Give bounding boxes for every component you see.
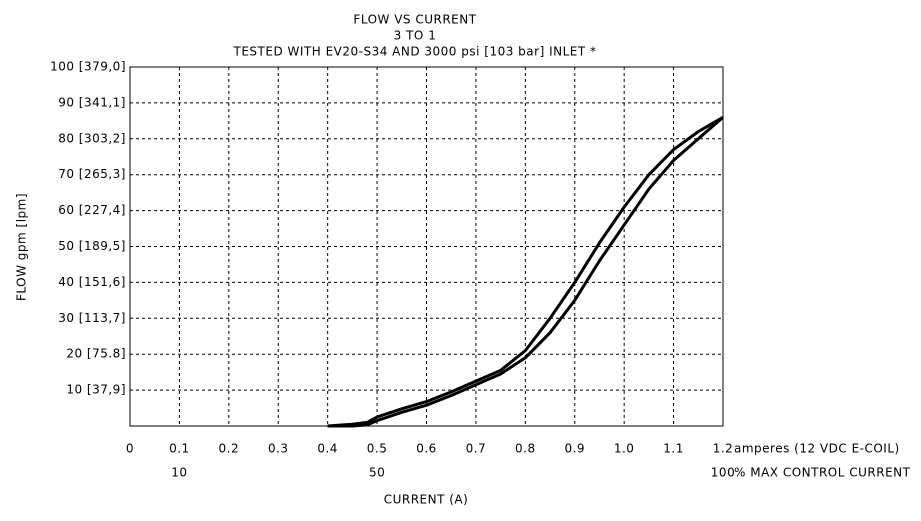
x-axis-label: CURRENT (A) bbox=[384, 493, 469, 507]
x-tick-label: 0.5 bbox=[367, 442, 388, 456]
x-tick-label: 0.2 bbox=[219, 442, 240, 456]
x-tick-label: 1.0 bbox=[614, 442, 635, 456]
y-tick-label: 10 [37,9] bbox=[66, 383, 126, 397]
flow-curve bbox=[327, 116, 724, 428]
x2-tick-label: 100 bbox=[711, 466, 735, 480]
x-tick-label: 0.9 bbox=[564, 442, 585, 456]
x-unit-label: amperes (12 VDC E-COIL) bbox=[734, 442, 900, 456]
y-tick-label: 100 [379,0] bbox=[50, 60, 126, 74]
y-tick-label: 70 [265,3] bbox=[58, 167, 126, 181]
x2-tick-label: 10 bbox=[171, 466, 187, 480]
x2-axis-label: % MAX CONTROL CURRENT bbox=[734, 466, 911, 480]
x-tick-label: 0.1 bbox=[169, 442, 190, 456]
chart-note: TESTED WITH EV20-S34 AND 3000 psi [103 b… bbox=[233, 45, 597, 59]
y-tick-label: 90 [341,1] bbox=[58, 95, 126, 109]
flow-curve bbox=[327, 115, 724, 428]
y-tick-label: 80 [303,2] bbox=[58, 131, 126, 145]
y-tick-label: 20 [75.8] bbox=[66, 347, 126, 361]
y-tick-label: 50 [189,5] bbox=[58, 239, 126, 253]
x-tick-label: 0.6 bbox=[416, 442, 437, 456]
x-tick-label: 0.3 bbox=[268, 442, 289, 456]
x-tick-label: 0.8 bbox=[515, 442, 536, 456]
x-tick-label: 0.4 bbox=[317, 442, 338, 456]
x2-tick-label: 50 bbox=[369, 466, 385, 480]
y-tick-label: 40 [151,6] bbox=[58, 275, 126, 289]
y-tick-label: 60 [227,4] bbox=[58, 203, 126, 217]
y-tick-label: 30 [113,7] bbox=[58, 311, 126, 325]
x-tick-label: 1.1 bbox=[663, 442, 684, 456]
y-axis-label: FLOW gpm [lpm] bbox=[15, 193, 29, 301]
x-tick-label: 0 bbox=[126, 442, 134, 456]
x-tick-label: 0.7 bbox=[466, 442, 487, 456]
chart-title: FLOW VS CURRENT bbox=[353, 13, 476, 27]
x-tick-label: 1.2 bbox=[713, 442, 734, 456]
chart-subtitle: 3 TO 1 bbox=[394, 29, 437, 43]
